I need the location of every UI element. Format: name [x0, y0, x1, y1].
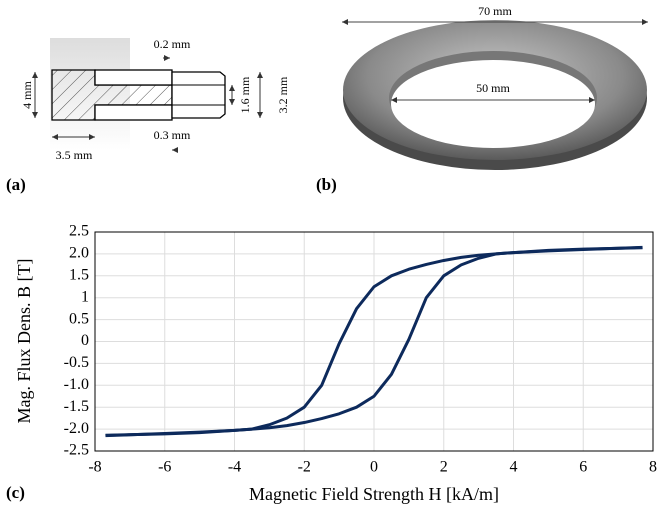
x-tick-label: -6 [158, 459, 171, 476]
dimension-label: 0.2 mm [154, 37, 191, 51]
x-tick-label: -8 [88, 459, 101, 476]
y-tick-label: 1 [81, 288, 89, 305]
y-axis-label: Mag. Flux Dens. B [T] [14, 259, 34, 424]
cross-section-drawing [32, 38, 263, 153]
data-line [105, 246, 643, 438]
x-tick-label: 6 [579, 459, 587, 476]
x-tick-label: -2 [298, 459, 311, 476]
dimension-label: 1.6 mm [238, 76, 252, 113]
y-tick-label: -1.5 [64, 398, 89, 415]
panel-label: (b) [316, 175, 337, 194]
x-tick-label: 4 [510, 459, 518, 476]
x-axis-label: Magnetic Field Strength H [kA/m] [249, 484, 499, 504]
y-tick-label: 2.5 [69, 223, 89, 240]
y-tick-label: 2.0 [69, 245, 89, 262]
dimension-label: 50 mm [476, 81, 510, 95]
y-tick-label: 1.5 [69, 266, 89, 283]
plot-frame [94, 231, 654, 452]
dimension-label: 70 mm [478, 4, 512, 18]
panel-label: (c) [6, 483, 25, 502]
plot-area: -2.5 -2.0 -1.5 -1.0 -0.5 0 0.5 1 1.5 2.0 2.5 -8 -6 -4… [64, 223, 657, 476]
y-tick-label: 0 [81, 332, 89, 349]
dimension-label: 3.2 mm [276, 76, 290, 113]
dimension-label: 0.3 mm [154, 128, 191, 142]
y-tick-label: -2.0 [64, 420, 89, 437]
dimension-label: 4 mm [20, 81, 34, 109]
y-tick-label: 0.5 [69, 310, 89, 327]
ring-photo [342, 19, 648, 170]
y-tick-label: -1.0 [64, 376, 89, 393]
x-tick-label: -4 [228, 459, 241, 476]
y-tick-label: -2.5 [64, 442, 89, 459]
x-tick-label: 8 [649, 459, 657, 476]
x-tick-label: 0 [370, 459, 378, 476]
dimension-label: 3.5 mm [56, 148, 93, 162]
x-tick-label: 2 [440, 459, 448, 476]
y-tick-label: -0.5 [64, 354, 89, 371]
panel-label: (a) [6, 175, 26, 194]
